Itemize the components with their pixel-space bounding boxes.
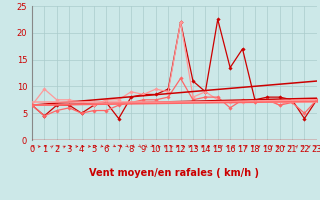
X-axis label: Vent moyen/en rafales ( km/h ): Vent moyen/en rafales ( km/h ) <box>89 168 260 178</box>
